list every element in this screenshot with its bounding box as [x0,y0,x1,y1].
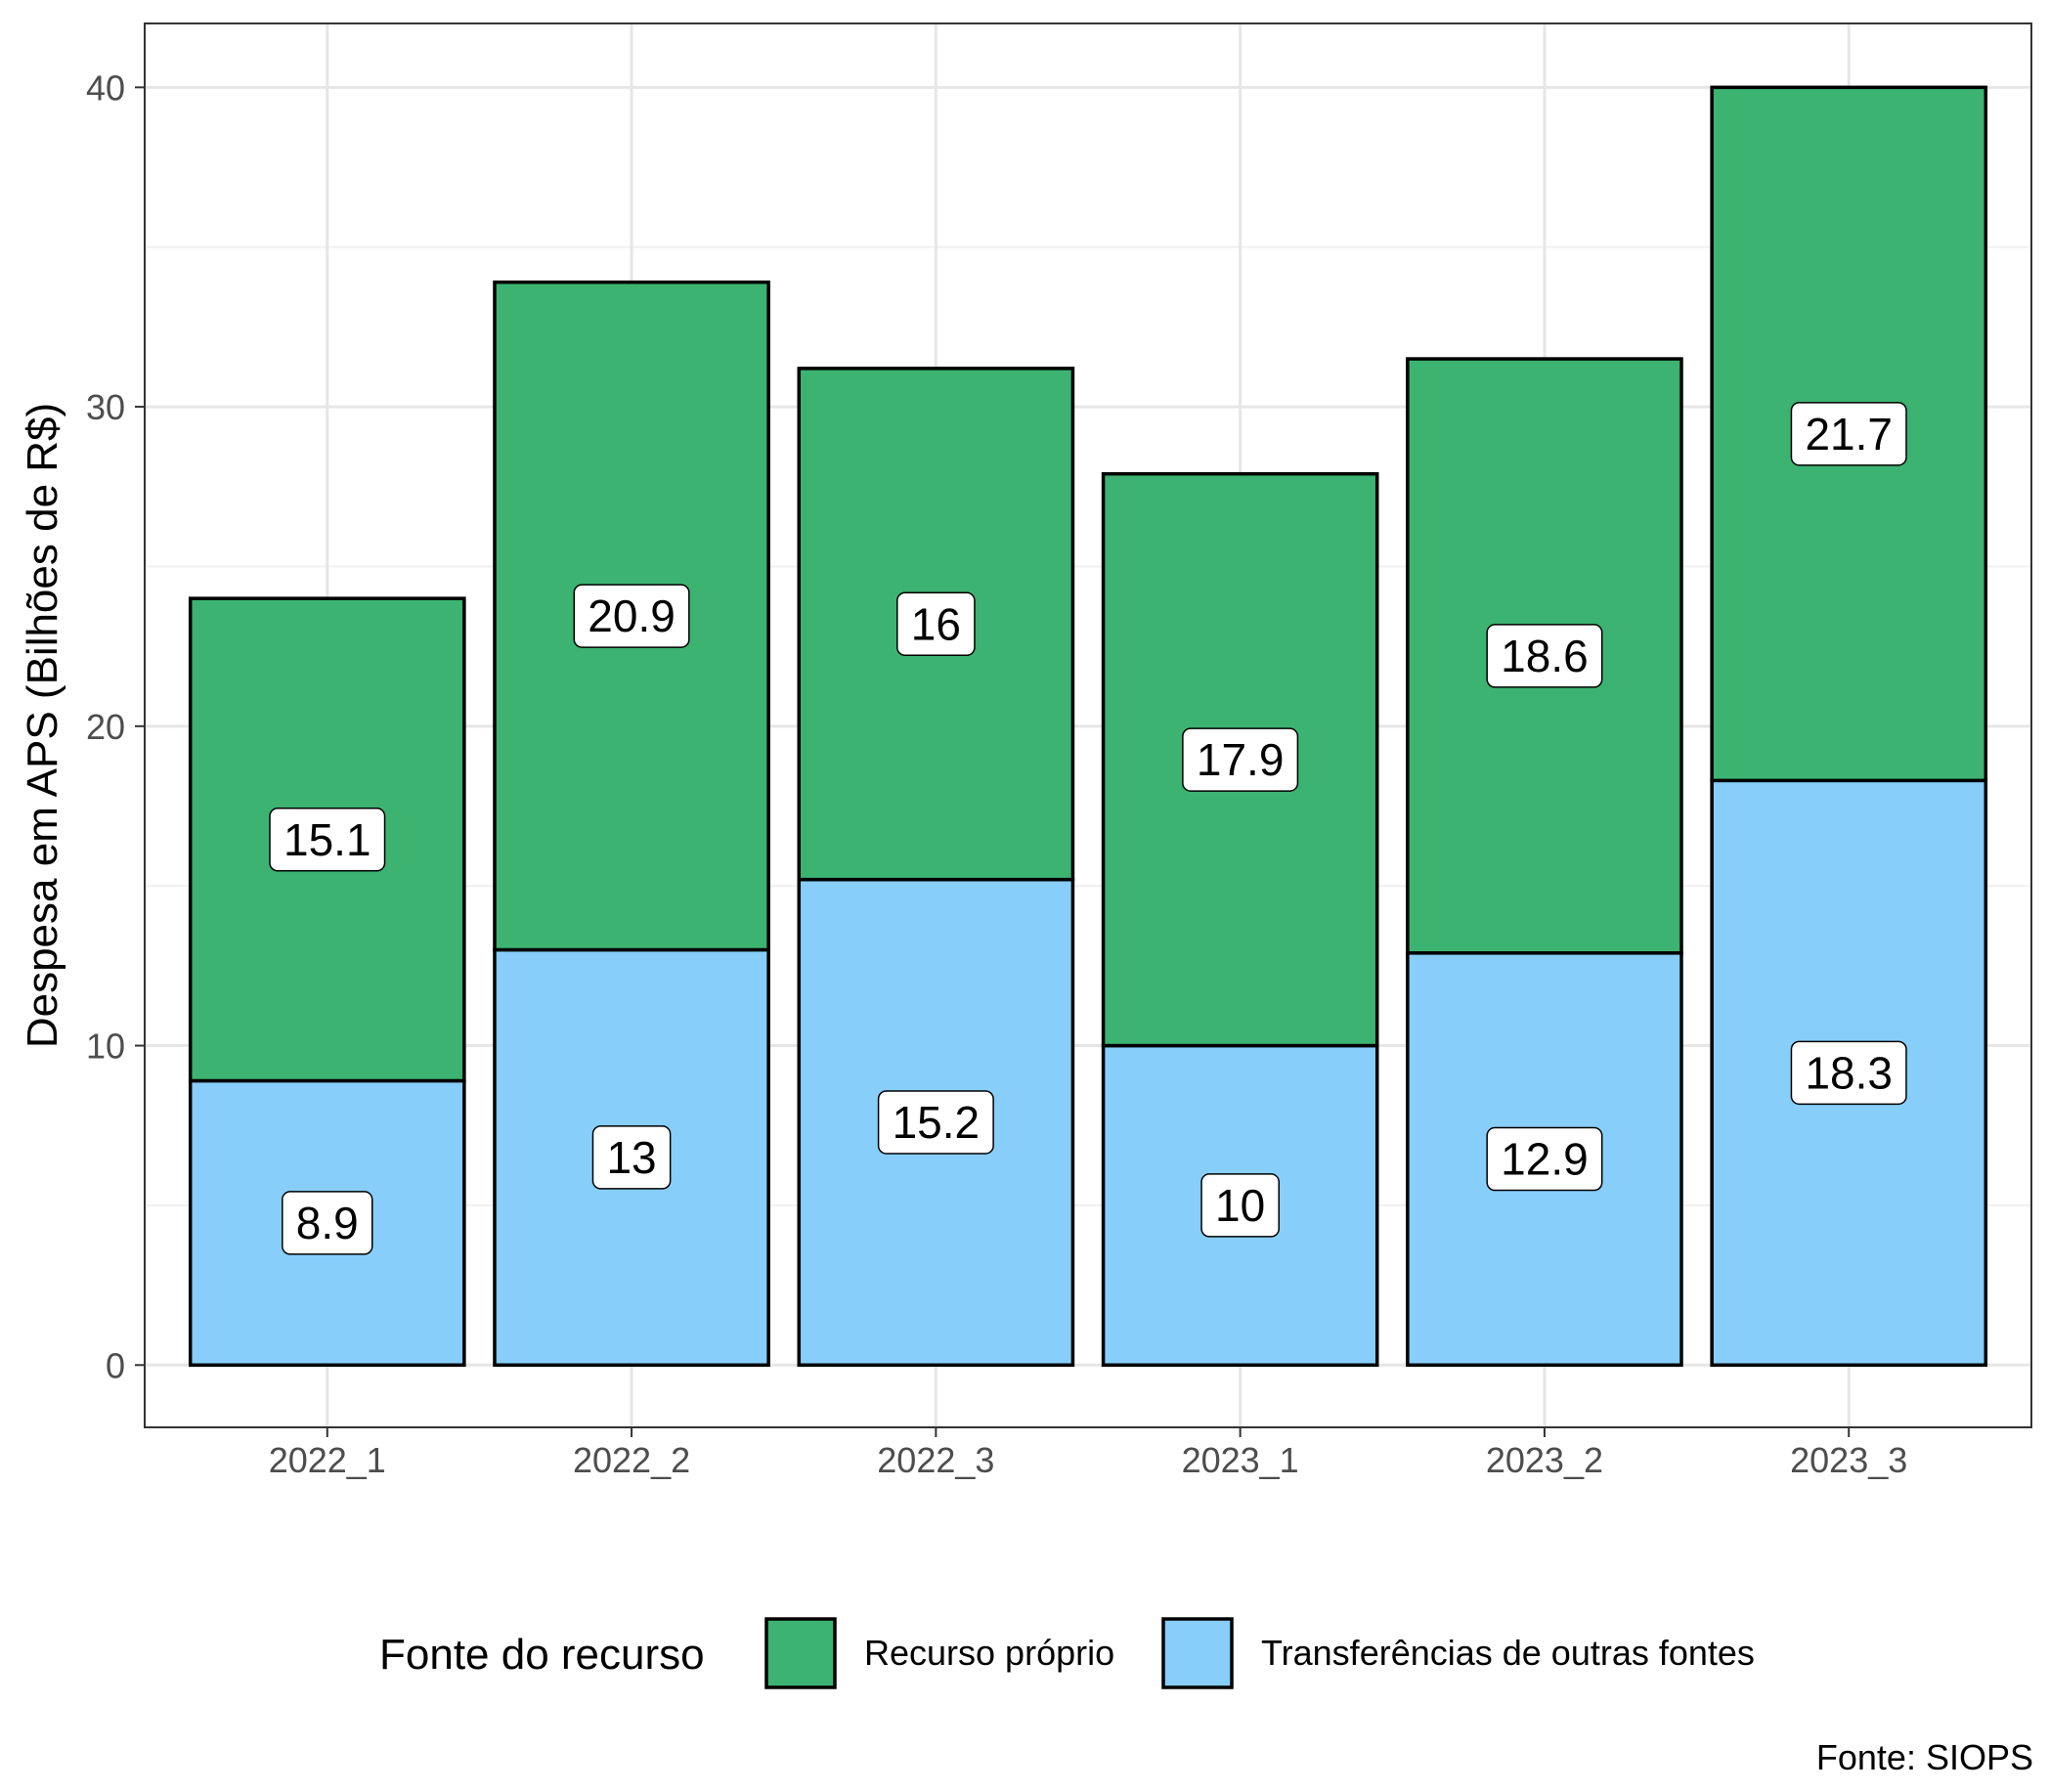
legend: Fonte do recurso Recurso próprio Transfer… [379,1617,1755,1689]
data-label-text: 13 [606,1132,656,1183]
data-label-text: 16 [911,598,961,649]
data-label: 18.3 [1790,1040,1907,1106]
data-label-text: 20.9 [588,590,676,641]
y-tick-label: 0 [106,1345,125,1385]
data-label: 8.9 [282,1191,373,1255]
y-axis-title: Despesa em APS (Bilhões de R$) [19,403,66,1048]
x-tick-label: 2022_2 [573,1440,690,1480]
data-label-text: 18.3 [1805,1047,1893,1098]
data-label-text: 21.7 [1805,409,1893,459]
data-label: 15.1 [269,808,386,872]
data-label: 12.9 [1486,1126,1603,1192]
y-tick-label: 40 [86,67,125,108]
y-axis: 0 10 20 30 40 [86,67,145,1385]
data-label-box [1486,1126,1603,1192]
x-tick-label: 2023_1 [1182,1440,1299,1480]
x-tick-label: 2023_3 [1790,1440,1907,1480]
data-label-box [1182,727,1299,792]
data-label: 16 [896,591,976,657]
data-label-box [896,591,976,657]
data-label-box [877,1090,994,1155]
x-tick-label: 2022_1 [269,1440,386,1480]
legend-label: Recurso próprio [864,1633,1114,1673]
x-axis: 2022_1 2022_2 2022_3 2023_1 2023_2 2023_3 [269,1427,1907,1480]
data-label-text: 10 [1215,1180,1265,1231]
data-label: 21.7 [1790,402,1907,466]
data-label: 18.6 [1486,624,1603,688]
x-tick-label: 2022_3 [877,1440,994,1480]
data-label-text: 8.9 [296,1198,359,1248]
data-label-box [282,1191,373,1255]
data-label-text: 17.9 [1197,734,1285,785]
data-label-text: 18.6 [1501,631,1589,681]
data-label: 17.9 [1182,727,1299,792]
y-tick-label: 30 [86,387,125,427]
data-label-text: 15.1 [283,814,371,865]
x-tick-label: 2023_2 [1486,1440,1603,1480]
source-caption: Fonte: SIOPS [1816,1737,2033,1777]
data-label-text: 12.9 [1501,1134,1589,1185]
data-label-text: 15.2 [893,1097,981,1148]
data-label: 20.9 [573,584,690,648]
data-label-box [1200,1173,1280,1238]
data-label-box [269,808,386,872]
legend-swatch [1161,1617,1234,1689]
data-label: 10 [1200,1173,1280,1238]
data-label-box [573,584,690,648]
legend-title: Fonte do recurso [379,1631,705,1679]
data-labels: 8.9 15.1 13 20.9 15.2 16 10 17.9 12.9 18.6 18.3 21.… [269,402,1907,1255]
data-label: 15.2 [877,1090,994,1155]
legend-label: Transferências de outras fontes [1261,1633,1755,1673]
data-label: 13 [591,1125,672,1190]
data-label-box [591,1125,672,1190]
data-label-box [1790,1040,1907,1106]
y-tick-label: 20 [86,707,125,747]
data-label-box [1790,402,1907,466]
bars [188,85,1988,1368]
legend-swatch [764,1617,837,1689]
data-label-box [1486,624,1603,688]
y-tick-label: 10 [86,1027,125,1067]
